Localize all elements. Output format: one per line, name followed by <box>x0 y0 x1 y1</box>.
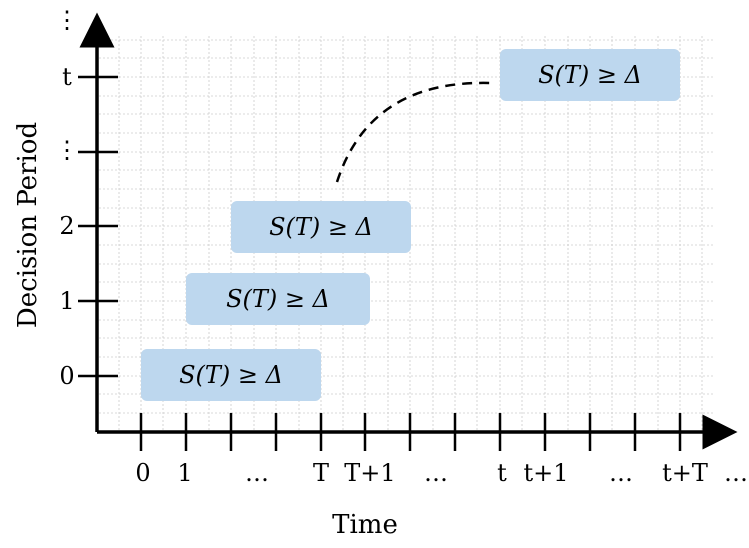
y-axis-tick-label: ⋮ <box>55 6 79 34</box>
decision-box-0-label: S(T) ≥ Δ <box>179 361 283 389</box>
y-axis-tick-label: t <box>62 63 72 91</box>
dashed-continuation-curve <box>335 81 491 183</box>
x-axis-ticks: 0 1 … T T+1 … t t+1 … t+T … <box>135 413 748 487</box>
y-axis-tick-label: 2 <box>59 212 74 240</box>
decision-box-0-background <box>141 349 321 401</box>
x-axis-tick-label: t+T <box>662 459 708 487</box>
y-axis-title: Decision Period <box>13 122 43 328</box>
x-axis-tick-label: t+1 <box>523 459 568 487</box>
x-axis-tick-label: 1 <box>177 459 192 487</box>
y-axis-tick-label: 1 <box>59 287 74 315</box>
decision-box-period-0: S(T) ≥ Δ <box>141 349 321 401</box>
x-axis-tick-label: T+1 <box>344 459 395 487</box>
y-axis-tick-label: ⋮ <box>55 136 79 164</box>
x-axis-tick-label: … <box>609 459 633 487</box>
y-axis-ticks: 0 1 2 ⋮ t ⋮ <box>55 6 118 390</box>
decision-box-t-label: S(T) ≥ Δ <box>538 61 642 89</box>
decision-box-1-background <box>186 273 370 325</box>
x-axis-tick-label: … <box>245 459 269 487</box>
decision-box-period-2: S(T) ≥ Δ <box>231 201 411 253</box>
x-axis-tick-label: 0 <box>135 459 150 487</box>
x-axis-tick-label: … <box>724 459 748 487</box>
decision-box-2-background <box>231 201 411 253</box>
x-axis-title: Time <box>332 510 398 540</box>
decision-box-period-1: S(T) ≥ Δ <box>186 273 370 325</box>
x-axis-tick-label: T <box>313 459 329 487</box>
decision-box-1-label: S(T) ≥ Δ <box>226 285 330 313</box>
decision-box-t-background <box>500 49 680 101</box>
x-axis-tick-label: … <box>424 459 448 487</box>
decision-box-2-label: S(T) ≥ Δ <box>269 213 373 241</box>
y-axis-tick-label: 0 <box>59 362 74 390</box>
decision-box-period-t: S(T) ≥ Δ <box>500 49 680 101</box>
x-axis-tick-label: t <box>497 459 507 487</box>
